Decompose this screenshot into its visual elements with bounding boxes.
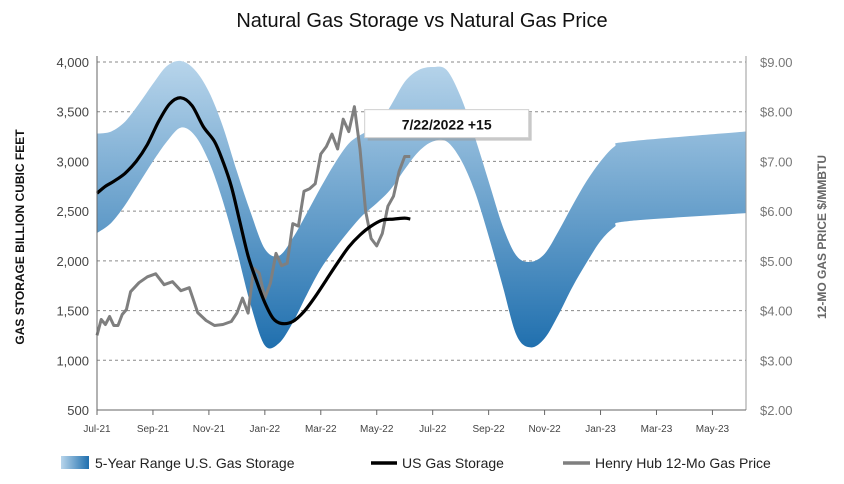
y-tick-label: 4,000 [56, 55, 89, 70]
legend: 5-Year Range U.S. Gas Storage US Gas Stor… [61, 455, 771, 471]
x-tick-label: Jan-23 [585, 424, 616, 435]
y2-tick-label: $8.00 [760, 105, 793, 120]
y2-axis-label: 12-MO GAS PRICE $/MMBTU [815, 155, 829, 319]
y-tick-label: 1,500 [56, 304, 89, 319]
y-tick-label: 3,000 [56, 154, 89, 169]
line-layer [95, 96, 411, 336]
x-tick-label: May-23 [696, 424, 730, 435]
y-tick-label: 2,500 [56, 204, 89, 219]
y-tick-label: 500 [67, 403, 89, 418]
x-tick-label: Jan-22 [250, 424, 281, 435]
y-tick-label: 1,000 [56, 353, 89, 368]
y2-tick-label: $9.00 [760, 55, 793, 70]
y2-tick-label: $5.00 [760, 254, 793, 269]
y2-tick-label: $2.00 [760, 403, 793, 418]
legend-label-price: Henry Hub 12-Mo Gas Price [595, 455, 771, 471]
x-tick-label: Mar-23 [641, 424, 673, 435]
annotation-callout: 7/22/2022 +15 [364, 109, 532, 141]
legend-label-band: 5-Year Range U.S. Gas Storage [95, 455, 295, 471]
x-tick-label: Mar-22 [305, 424, 337, 435]
y-tick-label: 2,000 [56, 254, 89, 269]
y-tick-label: 3,500 [56, 105, 89, 120]
us-gas-storage-line [95, 96, 411, 326]
annotation-box [364, 109, 530, 139]
y2-tick-label: $6.00 [760, 204, 793, 219]
x-tick-label: Jul-21 [83, 424, 111, 435]
henry-hub-price-line [95, 105, 411, 336]
y2-tick-label: $7.00 [760, 154, 793, 169]
y2-tick-label: $4.00 [760, 304, 793, 319]
axes: 500 1,000 1,500 2,000 2,500 3,000 3,500 4,000 $2… [56, 55, 792, 435]
chart-title: Natural Gas Storage vs Natural Gas Price [236, 10, 607, 32]
annotation-text: 7/22/2022 +15 [402, 117, 492, 133]
x-tick-label: Nov-21 [193, 424, 226, 435]
legend-label-storage: US Gas Storage [402, 455, 504, 471]
x-tick-label: Jul-22 [419, 424, 447, 435]
y-axis-label: GAS STORAGE BILLION CUBIC FEET [13, 129, 27, 345]
x-tick-label: Nov-22 [528, 424, 561, 435]
x-tick-label: Sep-22 [473, 424, 506, 435]
x-tick-label: May-22 [360, 424, 394, 435]
x-tick-label: Sep-21 [137, 424, 170, 435]
y2-tick-label: $3.00 [760, 353, 793, 368]
legend-swatch-band [61, 456, 89, 469]
